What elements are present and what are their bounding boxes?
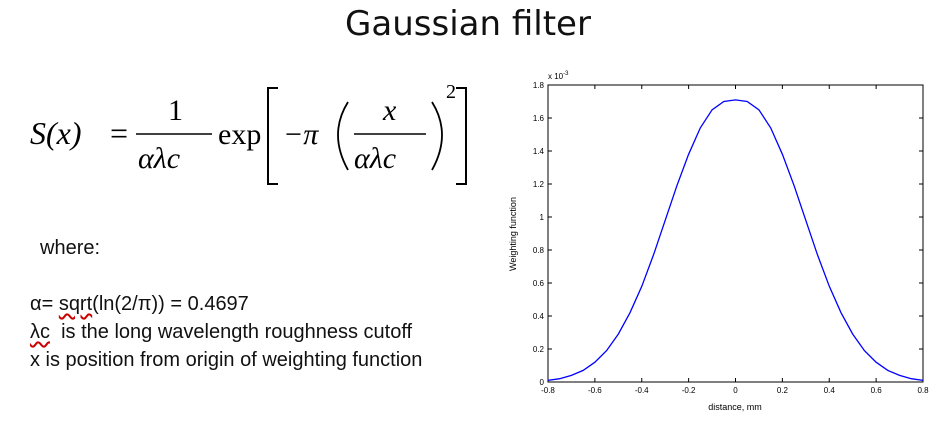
- alpha-func: sqrt: [58, 293, 93, 315]
- formula-inner-numerator: x: [382, 94, 397, 127]
- axis-ticks: [547, 84, 924, 383]
- y-tick-label: 0.2: [533, 345, 545, 354]
- where-label: where:: [40, 237, 101, 259]
- formula-inner-denominator: αλc: [354, 142, 396, 175]
- y-tick-label: 1.4: [533, 147, 545, 156]
- x-tick-label: -0.4: [635, 386, 649, 395]
- x-tick-label: 0.2: [777, 386, 789, 395]
- x-axis-label: distance, mm: [708, 402, 762, 412]
- x-tick-label: 0.6: [871, 386, 883, 395]
- x-tick-label: -0.6: [588, 386, 602, 395]
- formula-equals: =: [110, 115, 128, 151]
- x-tick-label: -0.2: [682, 386, 696, 395]
- formula-exp: exp: [218, 118, 261, 151]
- formula-right-paren: [431, 101, 443, 171]
- gaussian-formula: S(x) = 1 αλc exp −π x αλc 2: [30, 81, 467, 185]
- weighting-function-chart: -0.8 -0.6 -0.4 -0.2 0 0.2 0.4 0.6 0.8 0 0.2 0.4 0.6…: [508, 71, 929, 412]
- y-tick-label: 0: [540, 378, 545, 387]
- y-tick-label: 0.6: [533, 279, 545, 288]
- y-tick-label: 0.8: [533, 246, 545, 255]
- alpha-line: α= sqrt(ln(2/π)) = 0.4697: [30, 290, 249, 318]
- y-exponent-label: x 10-3: [548, 71, 569, 81]
- plot-frame: [547, 84, 924, 383]
- x-tick-label: 0: [733, 386, 738, 395]
- x-tick-label: 0.4: [824, 386, 836, 395]
- formula-left-bracket: [267, 87, 278, 185]
- formula-left-paren: [337, 101, 349, 171]
- formula-neg-pi: −π: [283, 118, 319, 151]
- formula-power: 2: [446, 81, 456, 103]
- y-tick-label: 1.6: [533, 114, 545, 123]
- x-line: x is position from origin of weighting f…: [30, 349, 423, 371]
- alpha-prefix: α=: [30, 293, 59, 315]
- formula-numerator: 1: [168, 94, 183, 127]
- lambda-text: is the long wavelength roughness cutoff: [50, 321, 413, 343]
- page-title: Gaussian filter: [345, 4, 591, 44]
- y-tick-label: 0.4: [533, 312, 545, 321]
- formula-lhs: S(x): [30, 115, 82, 151]
- x-tick-labels: -0.8 -0.6 -0.4 -0.2 0 0.2 0.4 0.6 0.8: [541, 386, 929, 395]
- lambda-line: λc is the long wavelength roughness cuto…: [30, 318, 412, 346]
- formula-right-bracket: [456, 87, 467, 185]
- formula-denominator: αλc: [138, 142, 180, 175]
- y-tick-labels: 0 0.2 0.4 0.6 0.8 1 1.2 1.4 1.6 1.8: [533, 81, 545, 387]
- alpha-rest: (ln(2/π)) = 0.4697: [92, 293, 249, 315]
- y-axis-label: Weighting function: [508, 197, 518, 271]
- lambda-symbol: λc: [30, 321, 50, 343]
- y-tick-label: 1.2: [533, 180, 545, 189]
- x-tick-label: -0.8: [541, 386, 555, 395]
- weighting-curve: [547, 99, 924, 382]
- y-tick-label: 1: [540, 213, 545, 222]
- y-tick-label: 1.8: [533, 81, 545, 90]
- x-tick-label: 0.8: [917, 386, 929, 395]
